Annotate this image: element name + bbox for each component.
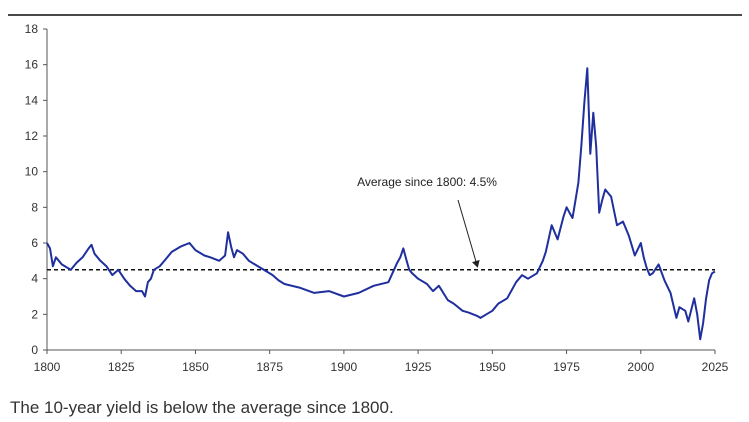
average-annotation-label: Average since 1800: 4.5%	[357, 175, 497, 189]
y-tick-label: 10	[25, 165, 39, 179]
y-tick-label: 12	[25, 129, 39, 143]
chart-series	[46, 67, 716, 341]
x-tick-label: 1900	[331, 360, 358, 374]
y-tick-label: 2	[31, 307, 38, 321]
chart-annotation: Average since 1800: 4.5%	[357, 175, 497, 268]
x-tick-label: 1825	[108, 360, 135, 374]
x-tick-label: 2000	[627, 360, 654, 374]
y-tick-label: 18	[25, 22, 39, 36]
y-tick-label: 4	[31, 272, 38, 286]
top-rule	[8, 14, 742, 16]
chart-ticks: 0 2 4 6 8 10 12 14 16 18 1800 1825 1850 1875 1900 1925 1…	[25, 22, 729, 374]
chart-caption: The 10-year yield is below the average s…	[10, 398, 394, 417]
x-tick-label: 1975	[553, 360, 580, 374]
x-tick-label: 2025	[702, 360, 729, 374]
x-tick-label: 1950	[479, 360, 506, 374]
y-tick-label: 14	[25, 93, 39, 107]
y-tick-label: 8	[31, 200, 38, 214]
y-tick-label: 0	[31, 343, 38, 357]
y-tick-label: 6	[31, 236, 38, 250]
x-tick-label: 1875	[256, 360, 283, 374]
x-tick-label: 1850	[182, 360, 209, 374]
x-tick-label: 1925	[405, 360, 432, 374]
annotation-arrow	[457, 199, 480, 268]
yield-line-chart: 0 2 4 6 8 10 12 14 16 18 1800 1825 1850 1875 1900 1925 1…	[25, 22, 729, 374]
x-tick-label: 1800	[34, 360, 61, 374]
y-tick-label: 16	[25, 58, 39, 72]
yield-series-line	[46, 67, 716, 341]
chart-axes	[46, 29, 715, 351]
